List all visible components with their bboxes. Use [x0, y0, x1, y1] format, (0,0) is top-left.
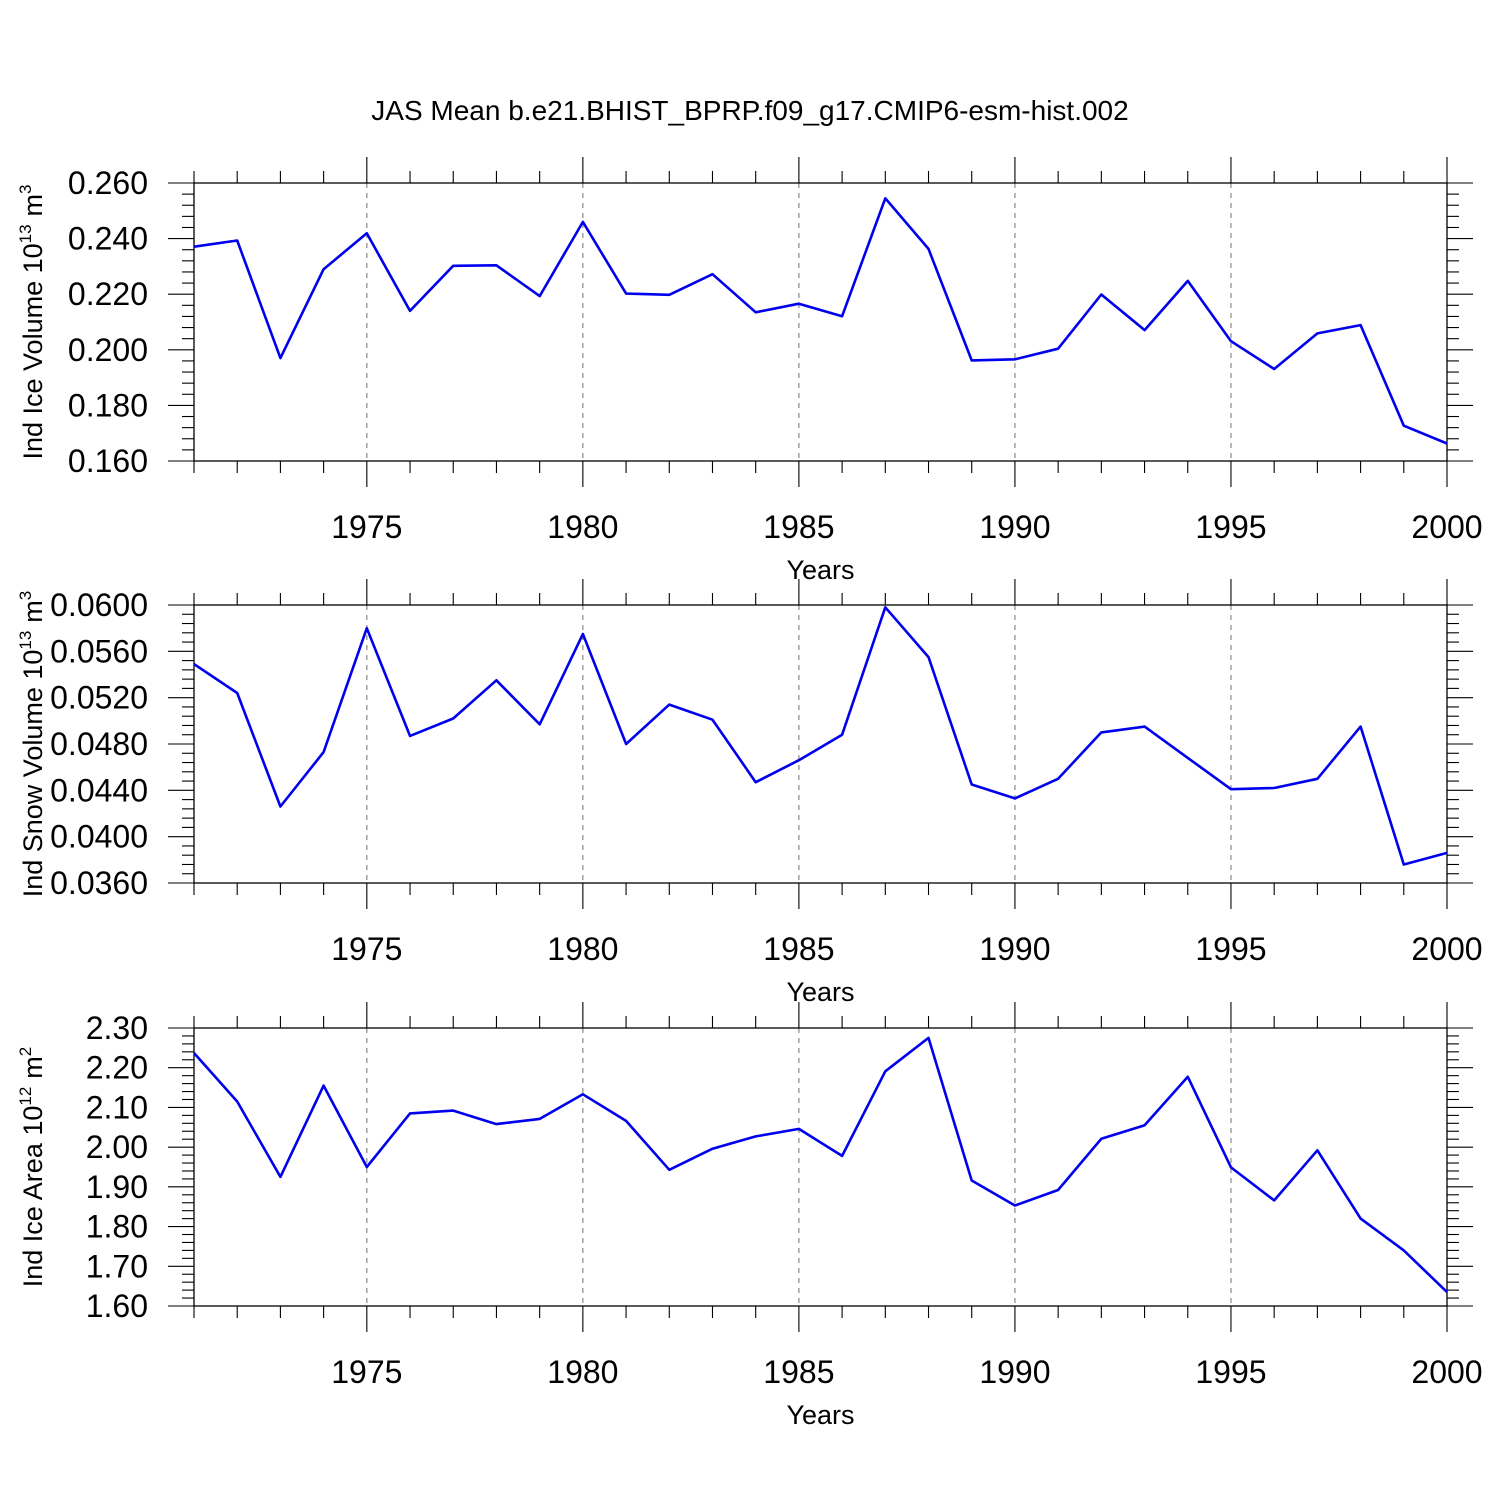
y-axis-title-exponent: 13 — [16, 224, 35, 243]
x-tick-label: 1980 — [547, 931, 618, 967]
y-axis-title-exponent: 13 — [16, 631, 35, 650]
y-axis-title-unit: m — [18, 194, 48, 217]
y-tick-label: 0.240 — [68, 221, 148, 257]
y-axis-title-exponent: 12 — [16, 1087, 35, 1106]
x-axis-title: Years — [786, 977, 854, 1007]
plot-frame — [193, 1027, 1448, 1307]
x-tick-label: 2000 — [1411, 931, 1482, 967]
y-tick-label: 0.160 — [68, 443, 148, 479]
x-axis-title: Years — [786, 555, 854, 585]
y-tick-label: 0.0560 — [50, 633, 148, 669]
y-tick-label: 1.70 — [86, 1248, 148, 1284]
y-tick-label: 0.260 — [68, 165, 148, 201]
panel-3: 1.60 1.701.80 1.90 2.00 2.102.20 2.30 1975 1980… — [16, 1002, 1483, 1430]
y-tick-label: 0.200 — [68, 332, 148, 368]
y-tick-label: 2.20 — [86, 1050, 148, 1086]
x-tick-label: 1990 — [979, 931, 1050, 967]
y-axis-title-unit-exponent: 3 — [16, 591, 35, 600]
series-line — [193, 197, 1448, 445]
y-tick-label: 2.00 — [86, 1129, 148, 1165]
y-axis-title-unit-exponent: 3 — [16, 184, 35, 193]
x-tick-label: 1985 — [763, 931, 834, 967]
y-tick-label: 0.180 — [68, 387, 148, 423]
y-axis-title: Ind Ice Volume 1013 m3 — [16, 184, 48, 459]
x-tick-label: 1975 — [331, 509, 402, 545]
y-tick-label: 0.0360 — [50, 865, 148, 901]
plot-frame — [193, 604, 1448, 884]
x-tick-label: 1985 — [763, 1354, 834, 1390]
y-tick-label: 2.10 — [86, 1089, 148, 1125]
x-axis-title: Years — [786, 1400, 854, 1430]
y-tick-label: 0.220 — [68, 276, 148, 312]
figure-title: JAS Mean b.e21.BHIST_BPRP.f09_g17.CMIP6-… — [371, 95, 1128, 126]
y-axis-title-main: Ind Ice Volume 10 — [18, 243, 48, 459]
y-axis-title-unit-exponent: 2 — [16, 1047, 35, 1056]
x-tick-label: 1980 — [547, 1354, 618, 1390]
x-tick-label: 1990 — [979, 509, 1050, 545]
y-axis-title-unit: m — [18, 600, 48, 623]
y-tick-label: 0.0600 — [50, 587, 148, 623]
panel-2: 0.0360 0.0400 0.0440 0.0480 0.0520 0.0560 0.06… — [16, 579, 1483, 1007]
x-tick-label: 1975 — [331, 1354, 402, 1390]
plot-frame — [193, 182, 1448, 462]
series-line — [193, 605, 1448, 866]
x-tick-label: 2000 — [1411, 1354, 1482, 1390]
series-line — [193, 1036, 1448, 1294]
y-tick-label: 0.0440 — [50, 772, 148, 808]
y-axis-title-main: Ind Snow Volume 10 — [18, 650, 48, 898]
y-tick-label: 2.30 — [86, 1010, 148, 1046]
y-tick-label: 0.0400 — [50, 819, 148, 855]
y-tick-label: 1.80 — [86, 1209, 148, 1245]
y-axis-title: Ind Ice Area 1012 m2 — [16, 1047, 48, 1288]
y-tick-label: 0.0480 — [50, 726, 148, 762]
x-tick-label: 1995 — [1195, 1354, 1266, 1390]
y-axis-title-unit: m — [18, 1056, 48, 1079]
x-tick-label: 1975 — [331, 931, 402, 967]
y-tick-label: 1.90 — [86, 1169, 148, 1205]
x-tick-label: 1995 — [1195, 509, 1266, 545]
y-axis-title: Ind Snow Volume 1013 m3 — [16, 591, 48, 898]
x-tick-label: 1995 — [1195, 931, 1266, 967]
x-tick-label: 1985 — [763, 509, 834, 545]
y-tick-label: 0.0520 — [50, 680, 148, 716]
y-tick-label: 1.60 — [86, 1288, 148, 1324]
x-tick-label: 1980 — [547, 509, 618, 545]
y-axis-title-main: Ind Ice Area 10 — [18, 1106, 48, 1288]
x-tick-label: 1990 — [979, 1354, 1050, 1390]
x-tick-label: 2000 — [1411, 509, 1482, 545]
panel-1: 0.160 0.180 0.200 0.220 0.240 0.260 1975 1980 19… — [16, 157, 1483, 585]
